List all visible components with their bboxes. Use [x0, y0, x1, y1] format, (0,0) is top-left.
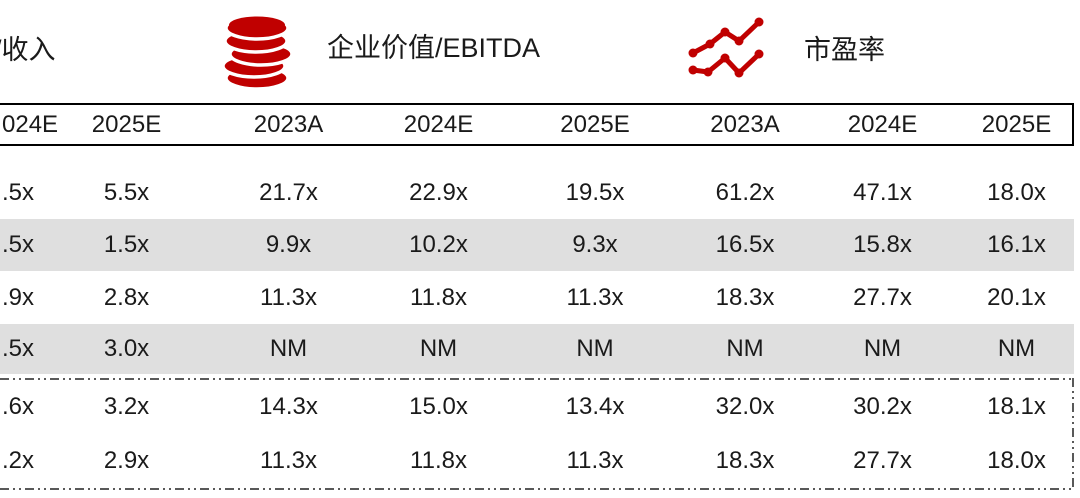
- table-cell: .5x: [2, 178, 35, 206]
- section-label-ev-ebitda: 企业价值/EBITDA: [327, 33, 541, 63]
- table-cell: NM: [269, 335, 308, 362]
- summary-row: .6x 3.2x 14.3x 15.0x 13.4x 32.0x 30.2x 18.1x: [0, 380, 1074, 434]
- table-row: .9x 2.8x 11.3x 11.8x 11.3x 18.3x 27.7x 20.1x: [0, 271, 1074, 324]
- summary-cell: 3.2x: [103, 393, 150, 420]
- coins-icon: [221, 6, 295, 97]
- section-label-pe: 市盈率: [804, 35, 885, 65]
- header-cell: 2024E: [403, 110, 474, 138]
- summary-cell: 32.0x: [715, 393, 775, 420]
- table-cell: 2.8x: [103, 283, 150, 311]
- table-cell: .5x: [2, 335, 35, 362]
- table-cell: NM: [576, 335, 614, 362]
- multiples-table: 024E 2025E 2023A 2024E 2025E 2023A 2024E 2025E …: [0, 103, 1074, 490]
- table-cell: 1.5x: [103, 231, 150, 258]
- table-body: .5x 5.5x 21.7x 22.9x 19.5x 61.2x 47.1x 18.0x .5x…: [0, 166, 1074, 374]
- summary-cell: 2.9x: [103, 447, 150, 474]
- summary-cell: 27.7x: [853, 447, 912, 474]
- table-cell: 11.8x: [410, 283, 467, 311]
- table-cell: 11.3x: [260, 283, 317, 311]
- table-cell: 10.2x: [409, 231, 468, 258]
- summary-cell: 15.0x: [409, 393, 468, 420]
- table-cell: 61.2x: [715, 178, 775, 206]
- summary-cell: 18.3x: [715, 447, 775, 474]
- table-cell: 3.0x: [103, 335, 150, 362]
- table-cell: NM: [419, 335, 458, 362]
- section-label-ev-revenue: /收入: [0, 35, 56, 65]
- table-cell: 27.7x: [853, 283, 912, 311]
- table-cell: NM: [997, 335, 1036, 362]
- table-cell: 16.1x: [987, 231, 1046, 258]
- summary-cell: 11.8x: [410, 447, 467, 474]
- table-cell: 16.5x: [715, 231, 775, 258]
- header-cell: 2025E: [91, 110, 162, 138]
- table-cell: 9.3x: [572, 231, 618, 258]
- table-cell: 21.7x: [259, 178, 318, 206]
- header-cell: 2023A: [253, 110, 324, 138]
- summary-row: .2x 2.9x 11.3x 11.8x 11.3x 18.3x 27.7x 18.0x: [0, 434, 1074, 488]
- table-cell: NM: [863, 335, 902, 362]
- header-gap: [0, 146, 1074, 166]
- summary-body: .6x 3.2x 14.3x 15.0x 13.4x 32.0x 30.2x 18.1x .2x…: [0, 380, 1074, 488]
- header-cell: 2025E: [560, 110, 630, 138]
- table-cell: 22.9x: [409, 178, 468, 206]
- summary-box-top-dash: [0, 378, 1074, 380]
- table-cell: .9x: [2, 283, 35, 311]
- header-cell: 2023A: [710, 110, 780, 138]
- summary-cell: 11.3x: [260, 447, 317, 474]
- header-cell: 024E: [2, 110, 59, 138]
- table-header-row: 024E 2025E 2023A 2024E 2025E 2023A 2024E 2025E: [0, 103, 1074, 146]
- summary-cell: 30.2x: [853, 393, 912, 420]
- summary-cell: .2x: [2, 447, 35, 474]
- table-cell: 18.0x: [987, 178, 1046, 206]
- summary-cell: 11.3x: [566, 447, 624, 474]
- table-row: .5x 5.5x 21.7x 22.9x 19.5x 61.2x 47.1x 18.0x: [0, 166, 1074, 219]
- table-cell: 9.9x: [265, 231, 312, 258]
- table-row: .5x 3.0x NM NM NM NM NM NM: [0, 324, 1074, 374]
- table-cell: 20.1x: [987, 283, 1046, 311]
- summary-box-bottom-dash: [0, 488, 1074, 490]
- table-cell: 15.8x: [853, 231, 912, 258]
- line-chart-icon: [686, 13, 768, 84]
- table-cell: NM: [726, 335, 764, 362]
- summary-cell: 18.1x: [987, 393, 1046, 420]
- table-cell: 11.3x: [566, 283, 624, 311]
- summary-cell: 13.4x: [565, 393, 625, 420]
- table-cell: 47.1x: [853, 178, 912, 206]
- summary-cell: 14.3x: [259, 393, 318, 420]
- table-cell: .5x: [2, 231, 35, 258]
- table-cell: 18.3x: [715, 283, 775, 311]
- table-row: .5x 1.5x 9.9x 10.2x 9.3x 16.5x 15.8x 16.1x: [0, 219, 1074, 271]
- summary-box-right-dash: [1072, 378, 1074, 490]
- table-cell: 19.5x: [565, 178, 625, 206]
- table-cell: 5.5x: [103, 178, 150, 206]
- summary-cell: 18.0x: [987, 447, 1046, 474]
- summary-cell: .6x: [2, 393, 35, 420]
- summary-box: .6x 3.2x 14.3x 15.0x 13.4x 32.0x 30.2x 18.1x .2x…: [0, 378, 1074, 490]
- header-cell: 2024E: [847, 110, 918, 138]
- header-cell: 2025E: [981, 110, 1052, 138]
